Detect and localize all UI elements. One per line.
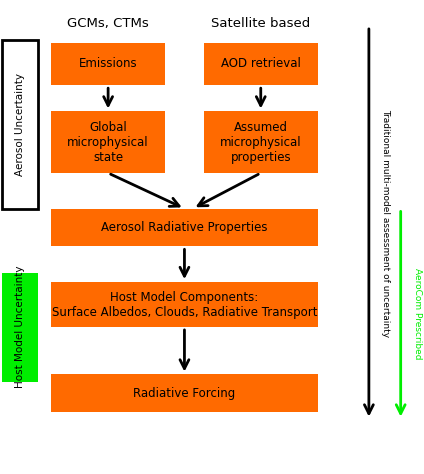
FancyBboxPatch shape (51, 374, 318, 412)
Text: Radiative Forcing: Radiative Forcing (133, 387, 236, 400)
FancyBboxPatch shape (204, 111, 318, 173)
Text: Global
microphysical
state: Global microphysical state (67, 121, 149, 164)
Text: Aerosol Uncertainty: Aerosol Uncertainty (15, 73, 25, 176)
Text: Host Model Uncertainty: Host Model Uncertainty (15, 266, 25, 388)
Text: Assumed
microphysical
properties: Assumed microphysical properties (220, 121, 301, 164)
Text: Satellite based: Satellite based (211, 17, 310, 30)
Text: Aerosol Radiative Properties: Aerosol Radiative Properties (101, 221, 268, 234)
Text: Emissions: Emissions (79, 57, 137, 71)
FancyBboxPatch shape (51, 209, 318, 246)
Text: Traditional multi-model assessment of uncertainty: Traditional multi-model assessment of un… (381, 109, 391, 337)
FancyBboxPatch shape (51, 111, 165, 173)
FancyBboxPatch shape (2, 273, 38, 382)
Text: AeroCom Prescribed: AeroCom Prescribed (413, 268, 422, 360)
Text: GCMs, CTMs: GCMs, CTMs (67, 17, 149, 30)
Text: Host Model Components:
Surface Albedos, Clouds, Radiative Transport: Host Model Components: Surface Albedos, … (52, 291, 317, 319)
Text: AOD retrieval: AOD retrieval (221, 57, 301, 71)
FancyBboxPatch shape (204, 43, 318, 85)
FancyBboxPatch shape (51, 43, 165, 85)
FancyBboxPatch shape (51, 282, 318, 327)
FancyBboxPatch shape (2, 40, 38, 209)
